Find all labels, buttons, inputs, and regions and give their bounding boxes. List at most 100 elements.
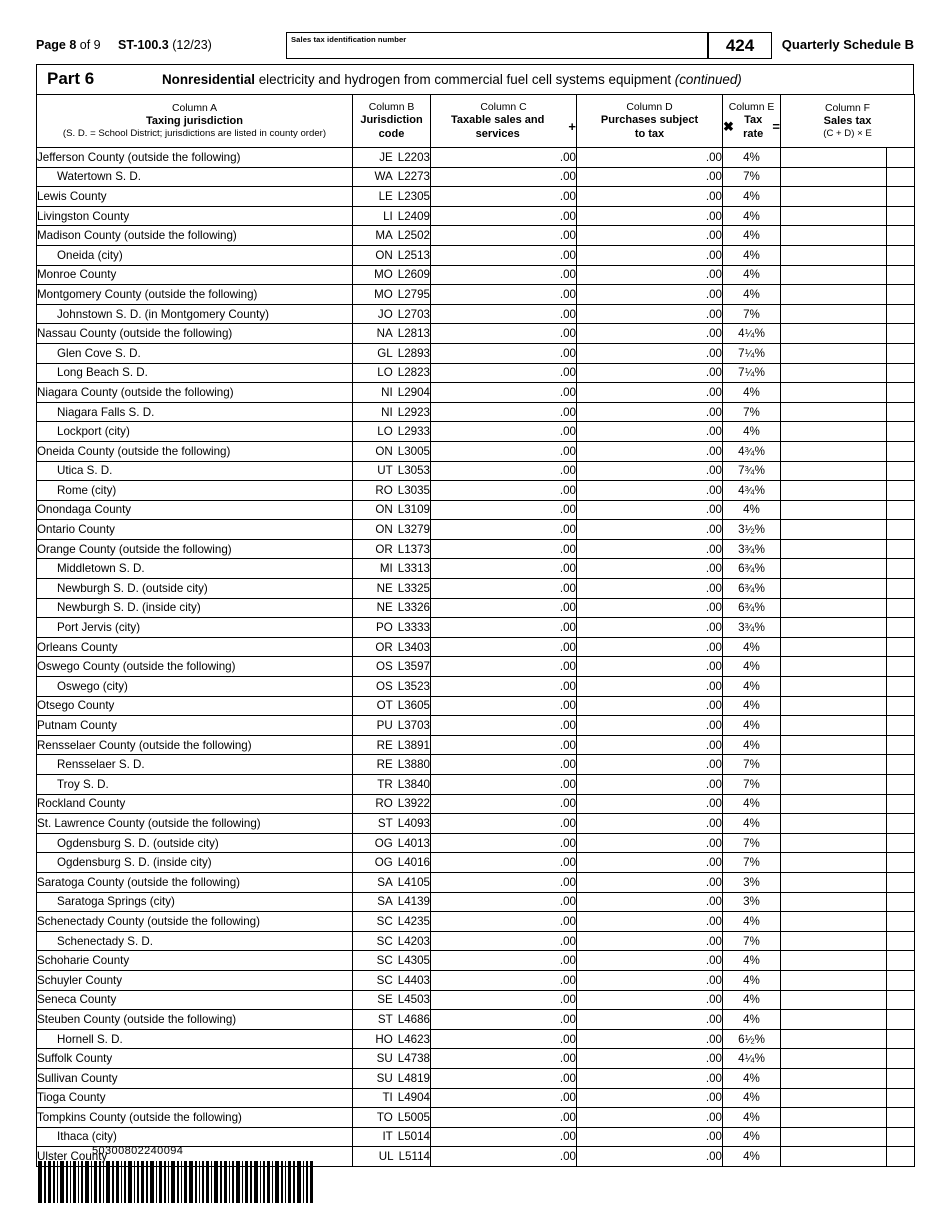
- purchases-subject-to-tax-input[interactable]: .00: [576, 460, 723, 482]
- taxable-sales-input[interactable]: .00: [430, 656, 577, 678]
- sales-tax-input[interactable]: [780, 754, 887, 775]
- sales-tax-input[interactable]: [780, 538, 887, 560]
- taxable-sales-input[interactable]: .00: [430, 793, 577, 815]
- purchases-subject-to-tax-input[interactable]: .00: [576, 813, 723, 834]
- taxable-sales-input[interactable]: .00: [430, 499, 577, 521]
- taxable-sales-input[interactable]: .00: [430, 362, 577, 384]
- sales-tax-input[interactable]: [780, 1067, 887, 1089]
- taxable-sales-input[interactable]: .00: [430, 1028, 577, 1050]
- purchases-subject-to-tax-input[interactable]: .00: [576, 342, 723, 364]
- taxable-sales-input[interactable]: .00: [430, 911, 577, 932]
- sales-tax-input[interactable]: [780, 774, 887, 795]
- purchases-subject-to-tax-input[interactable]: .00: [576, 989, 723, 1011]
- purchases-subject-to-tax-input[interactable]: .00: [576, 166, 723, 188]
- sales-tax-input[interactable]: [780, 695, 887, 717]
- taxable-sales-input[interactable]: .00: [430, 774, 577, 795]
- sales-tax-input[interactable]: [780, 284, 887, 305]
- purchases-subject-to-tax-input[interactable]: .00: [576, 754, 723, 775]
- sales-tax-input[interactable]: [780, 186, 887, 207]
- purchases-subject-to-tax-input[interactable]: .00: [576, 382, 723, 403]
- purchases-subject-to-tax-input[interactable]: .00: [576, 1087, 723, 1109]
- sales-tax-input[interactable]: [780, 597, 887, 619]
- sales-tax-input[interactable]: [780, 323, 887, 344]
- sales-tax-input[interactable]: [780, 813, 887, 834]
- taxable-sales-input[interactable]: .00: [430, 617, 577, 638]
- purchases-subject-to-tax-input[interactable]: .00: [576, 891, 723, 913]
- sales-tax-input[interactable]: [780, 440, 887, 462]
- taxable-sales-input[interactable]: .00: [430, 1067, 577, 1089]
- purchases-subject-to-tax-input[interactable]: .00: [576, 558, 723, 580]
- sales-tax-input[interactable]: [780, 1087, 887, 1109]
- taxable-sales-input[interactable]: .00: [430, 852, 577, 873]
- sales-tax-input[interactable]: [780, 930, 887, 952]
- purchases-subject-to-tax-input[interactable]: .00: [576, 578, 723, 599]
- taxable-sales-input[interactable]: .00: [430, 538, 577, 560]
- taxable-sales-input[interactable]: .00: [430, 1009, 577, 1030]
- taxable-sales-input[interactable]: .00: [430, 401, 577, 423]
- sales-tax-input[interactable]: [780, 734, 887, 756]
- purchases-subject-to-tax-input[interactable]: .00: [576, 695, 723, 717]
- purchases-subject-to-tax-input[interactable]: .00: [576, 205, 723, 227]
- taxable-sales-input[interactable]: .00: [430, 754, 577, 775]
- taxable-sales-input[interactable]: .00: [430, 323, 577, 344]
- sales-tax-input[interactable]: [780, 519, 887, 540]
- taxable-sales-input[interactable]: .00: [430, 480, 577, 501]
- sales-tax-input[interactable]: [780, 852, 887, 873]
- taxable-sales-input[interactable]: .00: [430, 421, 577, 442]
- taxable-sales-input[interactable]: .00: [430, 303, 577, 325]
- purchases-subject-to-tax-input[interactable]: .00: [576, 421, 723, 442]
- sales-tax-input[interactable]: [780, 1009, 887, 1030]
- purchases-subject-to-tax-input[interactable]: .00: [576, 774, 723, 795]
- purchases-subject-to-tax-input[interactable]: .00: [576, 499, 723, 521]
- purchases-subject-to-tax-input[interactable]: .00: [576, 225, 723, 246]
- sales-tax-input[interactable]: [780, 832, 887, 854]
- sales-tax-input[interactable]: [780, 264, 887, 286]
- taxable-sales-input[interactable]: .00: [430, 1048, 577, 1069]
- purchases-subject-to-tax-input[interactable]: .00: [576, 186, 723, 207]
- sales-tax-input[interactable]: [780, 1146, 887, 1167]
- taxable-sales-input[interactable]: .00: [430, 382, 577, 403]
- purchases-subject-to-tax-input[interactable]: .00: [576, 852, 723, 873]
- purchases-subject-to-tax-input[interactable]: .00: [576, 401, 723, 423]
- taxable-sales-input[interactable]: .00: [430, 989, 577, 1011]
- sales-tax-input[interactable]: [780, 1107, 887, 1128]
- purchases-subject-to-tax-input[interactable]: .00: [576, 617, 723, 638]
- taxable-sales-input[interactable]: .00: [430, 1126, 577, 1148]
- sales-tax-input[interactable]: [780, 480, 887, 501]
- sales-tax-input[interactable]: [780, 617, 887, 638]
- sales-tax-input[interactable]: [780, 401, 887, 423]
- sales-tax-input[interactable]: [780, 715, 887, 736]
- purchases-subject-to-tax-input[interactable]: .00: [576, 1028, 723, 1050]
- purchases-subject-to-tax-input[interactable]: .00: [576, 264, 723, 286]
- purchases-subject-to-tax-input[interactable]: .00: [576, 1126, 723, 1148]
- sales-tax-input[interactable]: [780, 793, 887, 815]
- taxable-sales-input[interactable]: .00: [430, 969, 577, 991]
- taxable-sales-input[interactable]: .00: [430, 147, 577, 168]
- sales-tax-input[interactable]: [780, 303, 887, 325]
- purchases-subject-to-tax-input[interactable]: .00: [576, 480, 723, 501]
- purchases-subject-to-tax-input[interactable]: .00: [576, 832, 723, 854]
- purchases-subject-to-tax-input[interactable]: .00: [576, 656, 723, 678]
- sales-tax-input[interactable]: [780, 205, 887, 227]
- purchases-subject-to-tax-input[interactable]: .00: [576, 519, 723, 540]
- taxable-sales-input[interactable]: .00: [430, 1087, 577, 1109]
- taxable-sales-input[interactable]: .00: [430, 166, 577, 188]
- purchases-subject-to-tax-input[interactable]: .00: [576, 1067, 723, 1089]
- purchases-subject-to-tax-input[interactable]: .00: [576, 911, 723, 932]
- taxable-sales-input[interactable]: .00: [430, 264, 577, 286]
- purchases-subject-to-tax-input[interactable]: .00: [576, 676, 723, 697]
- sales-tax-input[interactable]: [780, 969, 887, 991]
- taxable-sales-input[interactable]: .00: [430, 244, 577, 266]
- sales-tax-input[interactable]: [780, 950, 887, 971]
- taxable-sales-input[interactable]: .00: [430, 186, 577, 207]
- taxable-sales-input[interactable]: .00: [430, 734, 577, 756]
- taxable-sales-input[interactable]: .00: [430, 832, 577, 854]
- taxable-sales-input[interactable]: .00: [430, 950, 577, 971]
- sales-tax-input[interactable]: [780, 656, 887, 678]
- taxable-sales-input[interactable]: .00: [430, 225, 577, 246]
- taxable-sales-input[interactable]: .00: [430, 519, 577, 540]
- taxable-sales-input[interactable]: .00: [430, 871, 577, 893]
- sales-tax-input[interactable]: [780, 460, 887, 482]
- sales-tax-input[interactable]: [780, 891, 887, 913]
- purchases-subject-to-tax-input[interactable]: .00: [576, 538, 723, 560]
